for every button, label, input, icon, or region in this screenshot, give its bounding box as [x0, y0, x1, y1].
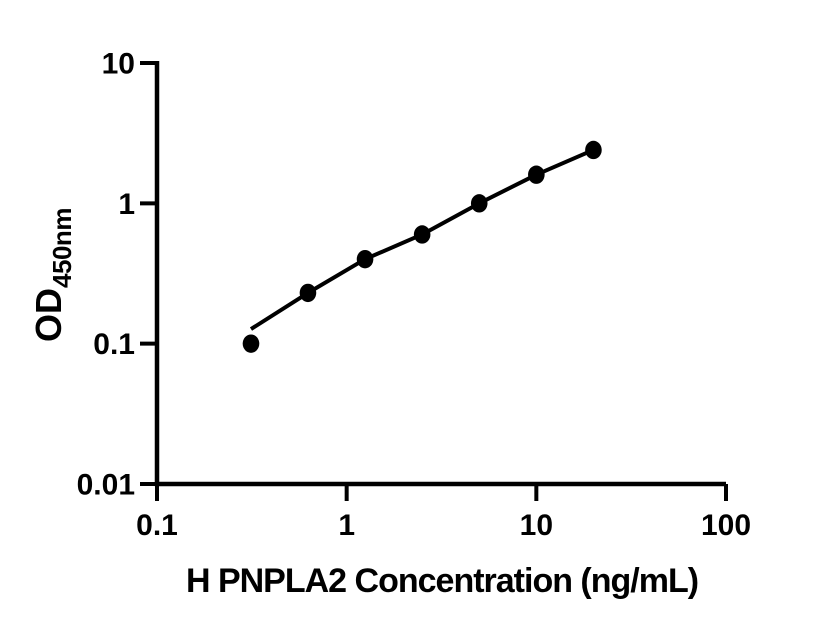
y-tick-label: 1	[118, 188, 135, 221]
data-point	[242, 334, 260, 353]
data-point	[470, 194, 488, 213]
y-axis-title: OD450nm	[28, 208, 78, 342]
x-tick-label: 1	[338, 509, 355, 542]
axis-frame	[154, 61, 726, 487]
data-point	[585, 140, 602, 160]
y-tick-label: 0.1	[93, 328, 135, 361]
data-point	[528, 165, 545, 184]
data-point	[356, 249, 374, 269]
x-tick-label: 10	[520, 509, 553, 542]
y-axis-title-subscript: 450nm	[47, 208, 77, 288]
y-tick-label: 0.01	[77, 469, 135, 502]
data-point	[413, 225, 431, 244]
data-point	[299, 283, 317, 303]
x-axis-title: H PNPLA2 Concentration (ng/mL)	[185, 562, 699, 600]
y-tick-label: 10	[102, 48, 135, 81]
y-axis-title-main: OD	[28, 287, 69, 342]
x-tick-label: 100	[701, 509, 751, 542]
x-tick-label: 0.1	[136, 509, 178, 542]
